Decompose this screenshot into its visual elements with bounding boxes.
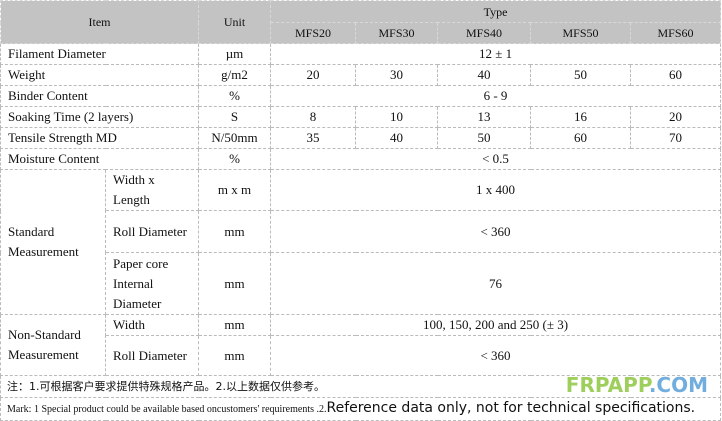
row-value: 100, 150, 200 and 250 (± 3) <box>269 314 722 336</box>
row-unit: S <box>198 106 271 128</box>
row-unit: mm <box>198 210 271 253</box>
row-unit: N/50mm <box>198 127 271 149</box>
sub-label: Paper core Internal Diameter <box>105 252 199 315</box>
row-unit: m x m <box>198 169 271 211</box>
table-row: Non-Standard Measurement Width mm 100, 150,… <box>0 314 722 376</box>
row-value: 60 <box>629 64 722 86</box>
sub-label: Roll Diameter <box>105 210 199 253</box>
header-model: MFS40 <box>437 22 531 44</box>
note-english: Mark: 1 Special product could be availab… <box>0 397 722 421</box>
row-value: 40 <box>437 64 531 86</box>
row-label: Moisture Content <box>0 148 199 170</box>
row-value: 13 <box>437 106 531 128</box>
row-unit: % <box>198 148 271 170</box>
header-unit: Unit <box>198 0 271 44</box>
group-label: Non-Standard Measurement <box>0 314 106 376</box>
header-item: Item <box>0 0 199 44</box>
row-value: 20 <box>629 106 722 128</box>
header-model: MFS30 <box>355 22 438 44</box>
row-value: 35 <box>270 127 356 149</box>
table-row: Moisture Content% < 0.5 <box>0 148 722 170</box>
header-model: MFS60 <box>629 22 722 44</box>
row-label: Weight <box>0 64 199 86</box>
note-english-b: Reference data only, not for technical s… <box>326 400 696 416</box>
note-english-a: Mark: 1 Special product could be availab… <box>7 404 327 415</box>
row-value: 12 ± 1 <box>269 43 722 65</box>
row-value: 76 <box>269 252 722 315</box>
row-value: 10 <box>355 106 438 128</box>
row-value: 60 <box>530 127 631 149</box>
row-unit: g/m2 <box>198 64 271 86</box>
table-row: Weight g/m2 20 30 40 50 60 <box>0 64 722 86</box>
table-row: Soaking Time (2 layers) S 8 10 13 16 20 <box>0 106 722 128</box>
row-unit: mm <box>198 335 271 376</box>
row-label: Tensile Strength MD <box>0 127 199 149</box>
table-row: Filament Diameter µm 12 ± 1 <box>0 43 722 65</box>
row-value: < 0.5 <box>269 148 722 170</box>
sub-label: Roll Diameter <box>105 335 199 376</box>
row-value: 70 <box>629 127 722 149</box>
sub-label: Width x Length <box>105 169 199 211</box>
row-unit: mm <box>198 252 271 315</box>
row-value: 8 <box>270 106 356 128</box>
row-value: 30 <box>355 64 438 86</box>
header-model: MFS20 <box>270 22 356 44</box>
row-value: 50 <box>530 64 631 86</box>
row-label: Filament Diameter <box>0 43 199 65</box>
table-row: Roll Diameter mm < 360 <box>1 210 722 253</box>
header-model: MFS50 <box>530 22 631 44</box>
row-value: < 360 <box>269 210 722 253</box>
row-value: 16 <box>530 106 631 128</box>
watermark-logo: FRPAPP.COM <box>565 373 708 397</box>
sub-label: Width <box>105 314 199 336</box>
row-value: 40 <box>355 127 438 149</box>
row-value: 20 <box>270 64 356 86</box>
row-value: < 360 <box>269 335 722 376</box>
row-label: Soaking Time (2 layers) <box>0 106 199 128</box>
row-value: 6 - 9 <box>269 85 722 107</box>
table-row: Tensile Strength MD N/50mm 35 40 50 60 70 <box>0 127 722 149</box>
row-value: 50 <box>437 127 531 149</box>
header-type: Type <box>269 0 722 23</box>
group-label: Standard Measurement <box>0 169 106 315</box>
table-row: Roll Diameter mm < 360 <box>1 335 722 376</box>
row-label: Binder Content <box>0 85 199 107</box>
row-unit: % <box>198 85 271 107</box>
row-unit: mm <box>198 314 271 336</box>
table-row: Binder Content% 6 - 9 <box>0 85 722 107</box>
row-unit: µm <box>198 43 271 65</box>
row-value: 1 x 400 <box>269 169 722 211</box>
table-row: Paper core Internal Diameter mm 76 <box>1 252 722 315</box>
